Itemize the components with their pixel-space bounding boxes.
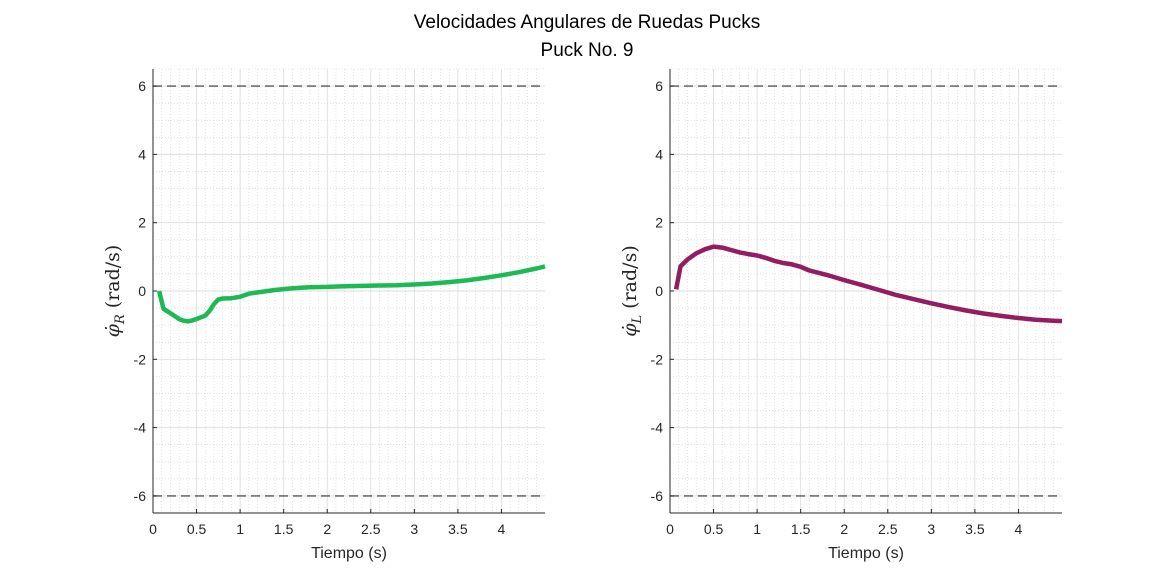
y-tick-label: -6 (651, 488, 664, 504)
y-tick-label: -6 (134, 488, 147, 504)
x-tick-label: 1 (236, 521, 244, 537)
x-tick-label: 1.5 (274, 521, 294, 537)
y-axis-symbol: φ̇ (102, 323, 124, 337)
y-tick-label: 2 (655, 215, 663, 231)
x-tick-label: 2 (323, 521, 331, 537)
figure-subtitle: Puck No. 9 (541, 40, 634, 61)
x-tick-label: 1 (753, 521, 761, 537)
series-line (156, 264, 546, 324)
y-axis-label: φ̇R (rad/s) (102, 245, 128, 338)
series-line (673, 244, 1063, 324)
y-axis-units: (rad/s) (102, 245, 124, 309)
y-tick-label: 2 (138, 215, 146, 231)
y-axis-subscript: L (630, 315, 645, 325)
x-tick-label: 3 (410, 521, 418, 537)
y-axis-subscript: R (113, 314, 128, 325)
x-tick-label: 0.5 (187, 521, 207, 537)
y-axis-label: φ̇L (rad/s) (619, 245, 645, 337)
x-tick-label: 2.5 (361, 521, 381, 537)
y-tick-label: 4 (138, 146, 146, 162)
y-tick-label: -2 (651, 351, 664, 367)
x-tick-label: 2.5 (878, 521, 898, 537)
x-tick-label: 4 (1015, 521, 1023, 537)
x-tick-label: 3 (927, 521, 935, 537)
x-axis-label: Tiempo (s) (828, 545, 904, 562)
y-tick-label: -4 (651, 420, 664, 436)
x-tick-label: 0.5 (704, 521, 724, 537)
x-tick-label: 3.5 (965, 521, 985, 537)
y-axis-symbol: φ̇ (619, 323, 641, 337)
chart-panel-right-wheel: 0 0.5 1 1.5 2 2.5 3 3.5 4 -6 -4 -2 0 2 4 6 Tiempo (s) φ̇R… (102, 68, 546, 562)
x-tick-label: 1.5 (791, 521, 811, 537)
x-tick-label: 0 (666, 521, 674, 537)
x-tick-label: 3.5 (448, 521, 468, 537)
y-tick-label: 0 (138, 283, 146, 299)
y-tick-label: 0 (655, 283, 663, 299)
y-axis-units: (rad/s) (619, 245, 641, 309)
x-tick-label: 2 (840, 521, 848, 537)
chart-panel-left-wheel: 0 0.5 1 1.5 2 2.5 3 3.5 4 -6 -4 -2 0 2 4 6 Tiempo (s) φ̇L… (619, 68, 1063, 562)
y-tick-label: 6 (655, 78, 663, 94)
x-tick-label: 0 (149, 521, 157, 537)
y-tick-label: 6 (138, 78, 146, 94)
y-tick-label: -4 (134, 420, 147, 436)
x-tick-label: 4 (498, 521, 506, 537)
y-tick-label: 4 (655, 146, 663, 162)
x-axis-label: Tiempo (s) (311, 545, 387, 562)
figure-title: Velocidades Angulares de Ruedas Pucks (414, 12, 760, 33)
y-tick-label: -2 (134, 351, 147, 367)
